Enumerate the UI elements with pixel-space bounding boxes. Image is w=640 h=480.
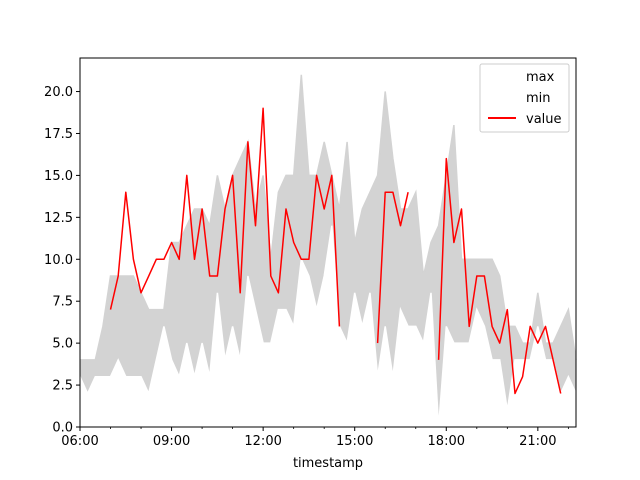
range-band [80,74,576,428]
y-tick-label: 7.5 [52,295,73,310]
y-tick-label: 17.5 [44,127,73,142]
x-tick-label: 06:00 [61,434,98,449]
legend-label-value: value [526,112,562,127]
x-tick-label: 12:00 [244,434,281,449]
y-axis: 0.0 2.5 5.0 7.5 10.0 12.5 15.0 17.5 20.0 [44,85,80,436]
x-axis-label: timestamp [293,456,363,471]
series-layer [79,74,577,428]
legend: max min value [479,63,570,133]
x-tick-label: 09:00 [153,434,190,449]
series-min-line [79,225,577,428]
y-tick-label: 2.5 [52,379,73,394]
x-axis: 06:00 09:00 12:00 15:00 18:00 21:00 [61,427,569,449]
plot-frame [79,57,577,428]
y-tick-label: 12.5 [44,211,73,226]
x-tick-label: 15:00 [336,434,373,449]
legend-label-min: min [526,91,551,106]
legend-label-max: max [526,70,555,85]
x-tick-label: 18:00 [428,434,465,449]
series-value-line [109,107,562,395]
y-tick-label: 15.0 [44,169,73,184]
y-tick-label: 10.0 [44,253,73,268]
y-tick-label: 0.0 [52,421,73,436]
y-tick-label: 5.0 [52,337,73,352]
y-tick-label: 20.0 [44,85,73,100]
x-tick-label: 21:00 [519,434,556,449]
legend-box [479,63,570,133]
series-max-line [80,74,577,361]
